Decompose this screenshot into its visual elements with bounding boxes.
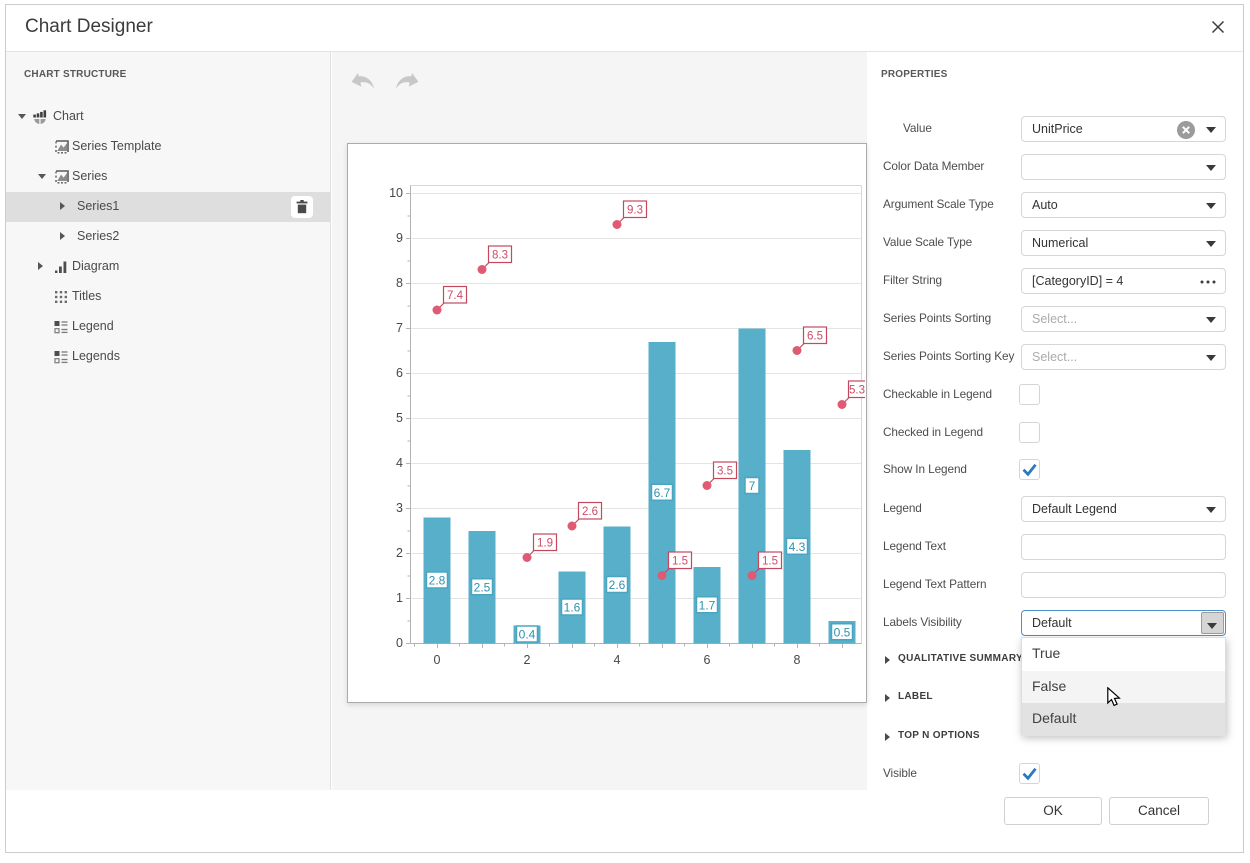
svg-text:0.5: 0.5 [834,625,851,639]
svg-text:3.5: 3.5 [717,466,733,478]
svg-text:2.8: 2.8 [429,574,446,588]
svg-text:6: 6 [396,366,403,380]
svg-text:9: 9 [396,231,403,245]
svg-text:6.7: 6.7 [654,486,671,500]
svg-text:2.6: 2.6 [609,578,626,592]
svg-text:8.3: 8.3 [492,250,508,262]
svg-text:10: 10 [389,186,403,200]
svg-text:1.5: 1.5 [762,556,778,568]
svg-text:0.4: 0.4 [519,628,536,642]
svg-text:4: 4 [396,456,403,470]
svg-text:8: 8 [396,276,403,290]
svg-text:5.3: 5.3 [849,385,865,397]
svg-text:2.6: 2.6 [582,506,598,518]
svg-text:3: 3 [396,501,403,515]
svg-text:1.6: 1.6 [564,601,581,615]
svg-text:7.4: 7.4 [447,290,464,302]
svg-text:7: 7 [749,479,756,493]
svg-text:2: 2 [396,546,403,560]
svg-text:9.3: 9.3 [627,205,643,217]
svg-text:5: 5 [396,411,403,425]
svg-text:2: 2 [524,653,531,667]
svg-text:4: 4 [614,653,621,667]
svg-text:6.5: 6.5 [807,331,823,343]
svg-text:8: 8 [794,653,801,667]
svg-text:1: 1 [396,591,403,605]
svg-text:1.7: 1.7 [699,598,716,612]
svg-text:4.3: 4.3 [789,540,806,554]
svg-text:0: 0 [434,653,441,667]
svg-text:0: 0 [396,636,403,650]
svg-text:1.5: 1.5 [672,556,688,568]
svg-text:6: 6 [704,653,711,667]
svg-text:7: 7 [396,321,403,335]
svg-text:2.5: 2.5 [474,580,491,594]
svg-text:1.9: 1.9 [537,538,553,550]
